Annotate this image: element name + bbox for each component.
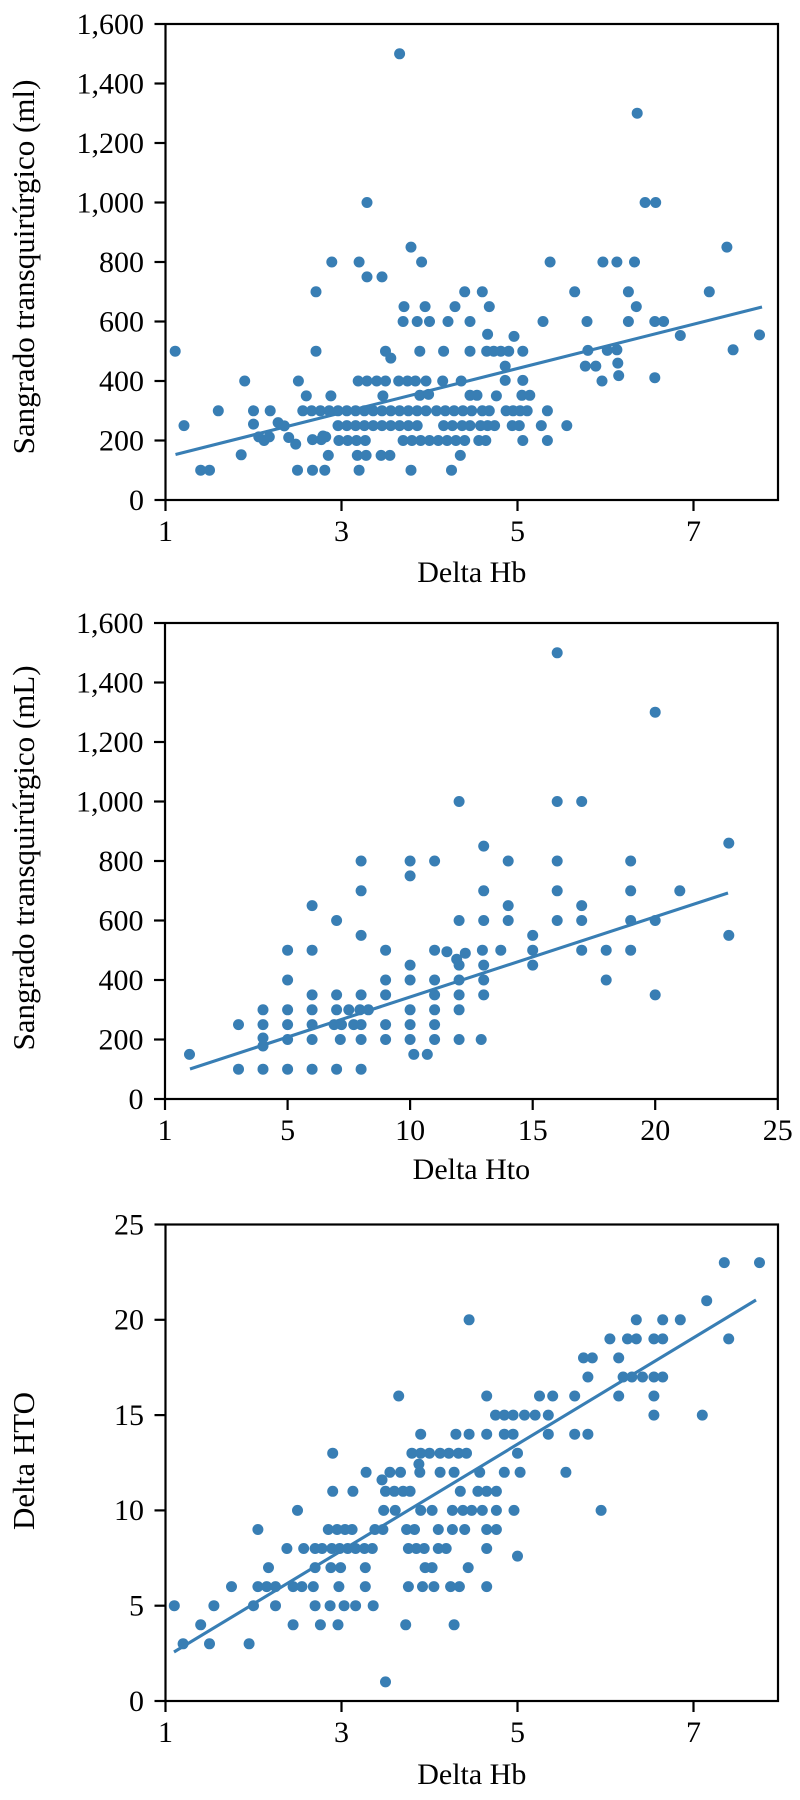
svg-text:1,200: 1,200: [76, 726, 144, 759]
svg-text:1: 1: [158, 515, 173, 548]
svg-text:800: 800: [99, 845, 144, 878]
svg-text:7: 7: [686, 1716, 701, 1749]
svg-text:1,600: 1,600: [77, 8, 145, 41]
svg-text:5: 5: [510, 1716, 525, 1749]
svg-text:Delta Hb: Delta Hb: [417, 556, 526, 589]
svg-text:10: 10: [395, 1114, 425, 1147]
svg-text:200: 200: [99, 1023, 144, 1056]
svg-text:1,200: 1,200: [77, 127, 145, 160]
svg-text:200: 200: [99, 424, 144, 457]
svg-text:Sangrado transquirúrgico (ml): Sangrado transquirúrgico (ml): [6, 80, 41, 455]
svg-text:1,400: 1,400: [76, 666, 144, 699]
svg-text:1: 1: [158, 1716, 173, 1749]
svg-text:5: 5: [510, 515, 525, 548]
svg-text:7: 7: [686, 515, 701, 548]
svg-text:1,000: 1,000: [76, 785, 144, 818]
svg-text:3: 3: [334, 515, 349, 548]
svg-text:3: 3: [334, 1716, 349, 1749]
svg-text:1: 1: [158, 1114, 173, 1147]
svg-text:0: 0: [129, 1083, 144, 1116]
svg-text:1,000: 1,000: [77, 186, 145, 219]
svg-text:20: 20: [640, 1114, 670, 1147]
svg-text:15: 15: [518, 1114, 548, 1147]
svg-text:Delta Hto: Delta Hto: [413, 1153, 530, 1186]
svg-text:800: 800: [99, 246, 144, 279]
svg-text:5: 5: [280, 1114, 295, 1147]
svg-text:10: 10: [114, 1494, 144, 1527]
svg-text:25: 25: [114, 1208, 144, 1241]
svg-text:20: 20: [114, 1304, 144, 1337]
svg-text:0: 0: [129, 484, 144, 517]
svg-text:25: 25: [763, 1114, 793, 1147]
svg-text:400: 400: [99, 964, 144, 997]
svg-text:1,400: 1,400: [77, 67, 145, 100]
svg-text:0: 0: [129, 1685, 144, 1718]
svg-text:15: 15: [114, 1399, 144, 1432]
svg-text:Sangrado transquirúrgico (mL): Sangrado transquirúrgico (mL): [6, 665, 41, 1050]
svg-text:1,600: 1,600: [76, 607, 144, 640]
svg-text:5: 5: [129, 1590, 144, 1623]
svg-text:400: 400: [99, 365, 144, 398]
svg-text:600: 600: [99, 305, 144, 338]
svg-text:Delta Hb: Delta Hb: [417, 1758, 526, 1791]
svg-text:600: 600: [99, 904, 144, 937]
svg-text:Delta HTO: Delta HTO: [6, 1392, 41, 1530]
